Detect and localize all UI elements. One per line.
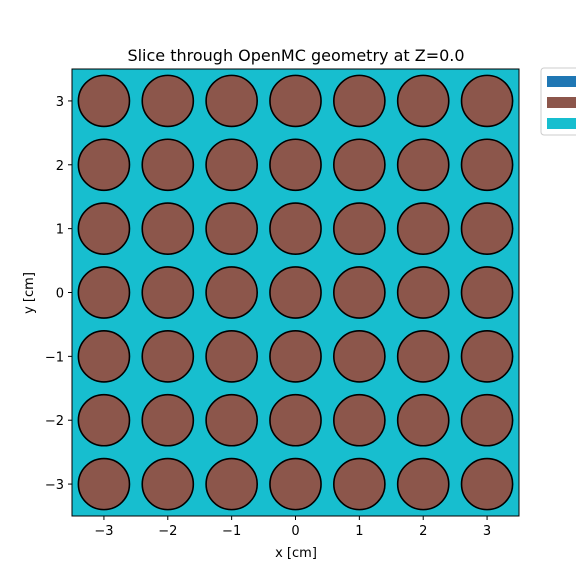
fuel-pin bbox=[460, 138, 514, 192]
fuel-pin bbox=[269, 393, 322, 447]
fuel-pin bbox=[333, 330, 386, 383]
chart-title: Slice through OpenMC geometry at Z=0.0 bbox=[127, 46, 464, 65]
fuel-pin bbox=[205, 202, 258, 255]
fuel-pin bbox=[333, 202, 386, 255]
y-tick-label: −3 bbox=[45, 478, 64, 493]
fuel-pin bbox=[77, 330, 131, 383]
fuel-pin bbox=[141, 457, 195, 511]
x-axis-label: x [cm] bbox=[275, 546, 317, 561]
x-axis: −3 −2 −1 0 1 2 3 bbox=[94, 516, 491, 539]
fuel-pin bbox=[141, 330, 195, 383]
x-tick-label: −2 bbox=[158, 524, 177, 539]
fuel-pin bbox=[460, 74, 514, 128]
fuel-pin bbox=[141, 202, 195, 255]
fuel-pin bbox=[396, 138, 450, 192]
fuel-pin bbox=[205, 74, 258, 128]
fuel-pin bbox=[396, 266, 450, 319]
fuel-pin bbox=[269, 138, 322, 192]
fuel-pin bbox=[205, 457, 258, 511]
legend-swatch bbox=[547, 76, 576, 87]
fuel-pin bbox=[141, 266, 195, 319]
fuel-pin bbox=[269, 457, 322, 511]
x-tick-label: 0 bbox=[291, 524, 299, 539]
fuel-pin bbox=[141, 74, 195, 128]
fuel-pin bbox=[333, 393, 386, 447]
fuel-pin bbox=[460, 202, 514, 255]
y-tick-label: −1 bbox=[45, 350, 64, 365]
y-tick-label: 0 bbox=[56, 287, 64, 302]
plot-area bbox=[71, 68, 520, 517]
fuel-pin bbox=[460, 330, 514, 383]
fuel-pin bbox=[396, 330, 450, 383]
fuel-pin bbox=[205, 138, 258, 192]
fuel-pin bbox=[396, 74, 450, 128]
x-tick-label: 2 bbox=[419, 524, 427, 539]
x-tick-label: 1 bbox=[355, 524, 363, 539]
fuel-pin bbox=[269, 266, 322, 319]
fuel-pin bbox=[333, 266, 386, 319]
x-tick-label: 3 bbox=[483, 524, 491, 539]
x-tick-label: −3 bbox=[94, 524, 113, 539]
fuel-pin bbox=[77, 138, 131, 192]
fuel-pin bbox=[77, 457, 131, 511]
fuel-pin bbox=[77, 74, 131, 128]
y-tick-label: 3 bbox=[56, 95, 64, 110]
fuel-pin bbox=[333, 138, 386, 192]
y-tick-label: 1 bbox=[56, 223, 64, 238]
fuel-pin bbox=[396, 393, 450, 447]
fuel-pin bbox=[77, 393, 131, 447]
fuel-pin bbox=[333, 457, 386, 511]
fuel-pin bbox=[460, 266, 514, 319]
fuel-pin bbox=[269, 202, 322, 255]
fuel-pin bbox=[460, 393, 514, 447]
fuel-pin bbox=[141, 138, 195, 192]
fuel-pin bbox=[205, 330, 258, 383]
y-axis-label: y [cm] bbox=[22, 272, 37, 314]
fuel-pin bbox=[460, 457, 514, 511]
y-tick-label: 2 bbox=[56, 159, 64, 174]
legend-swatches bbox=[547, 76, 576, 129]
fuel-pin bbox=[396, 202, 450, 255]
fuel-pin bbox=[205, 266, 258, 319]
legend-swatch bbox=[547, 97, 576, 108]
fuel-pin bbox=[269, 330, 322, 383]
fuel-pin bbox=[141, 393, 195, 447]
fuel-pin bbox=[333, 74, 386, 128]
y-tick-label: −2 bbox=[45, 414, 64, 429]
fuel-pin bbox=[77, 266, 131, 319]
fuel-pin bbox=[269, 74, 322, 128]
legend bbox=[540, 67, 576, 136]
fuel-pin bbox=[77, 202, 131, 255]
y-axis: −3 −2 −1 0 1 2 3 bbox=[45, 95, 72, 493]
x-tick-label: −1 bbox=[222, 524, 241, 539]
legend-swatch bbox=[547, 118, 576, 129]
fuel-pin-lattice bbox=[77, 74, 514, 511]
fuel-pin bbox=[396, 457, 450, 511]
fuel-pin bbox=[205, 393, 258, 447]
